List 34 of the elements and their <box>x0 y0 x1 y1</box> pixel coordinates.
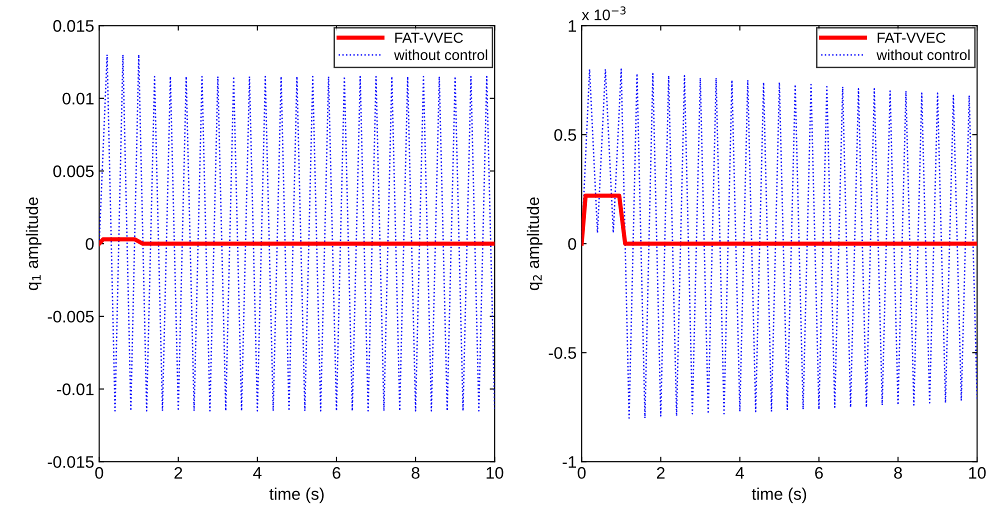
y-axis-title: q$_{1}$ amplitude <box>26 197 42 290</box>
x-axis-title: time (s) <box>752 488 806 504</box>
text: x 10$^{−3}$ <box>582 6 626 20</box>
y-tick-label: -0.015 <box>48 456 94 468</box>
x-tick-label: 10 <box>969 467 986 479</box>
legend-label: FAT-VVEC <box>395 32 463 43</box>
y-tick-label: -0.5 <box>548 347 576 359</box>
x-axis-title: time (s) <box>269 488 324 504</box>
legend-label: without control <box>876 49 970 60</box>
x-tick-label: 4 <box>253 467 262 479</box>
x-tick-label: 8 <box>412 467 420 479</box>
y-tick-label: -0.01 <box>57 383 94 396</box>
x-tick-label: 4 <box>736 467 744 479</box>
y-tick-label: 1 <box>568 20 576 32</box>
x-tick-label: 6 <box>815 467 823 479</box>
x-tick-label: 10 <box>486 467 504 479</box>
y-tick-label: 0.01 <box>62 92 94 105</box>
y-tick-label: -1 <box>562 456 576 468</box>
y-tick-label: 0 <box>568 238 576 250</box>
x-tick-label: 6 <box>332 467 340 479</box>
x-tick-label: 0 <box>95 467 104 479</box>
y-axis-title: q$_{2}$ amplitude <box>526 197 542 290</box>
x-tick-label: 0 <box>578 467 586 479</box>
line-series <box>582 68 978 419</box>
x-tick-label: 8 <box>894 467 902 479</box>
y-tick-label: 0 <box>86 238 94 250</box>
y-tick-label: 0.005 <box>53 165 94 178</box>
legend-label: without control <box>394 49 488 60</box>
y-tick-label: -0.005 <box>48 310 94 323</box>
y-tick-label: 0.5 <box>554 129 576 141</box>
y-tick-label: 0.015 <box>53 20 94 32</box>
x-tick-label: 2 <box>174 467 182 479</box>
x-tick-label: 2 <box>656 467 665 479</box>
legend-label: FAT-VVEC <box>878 32 946 43</box>
